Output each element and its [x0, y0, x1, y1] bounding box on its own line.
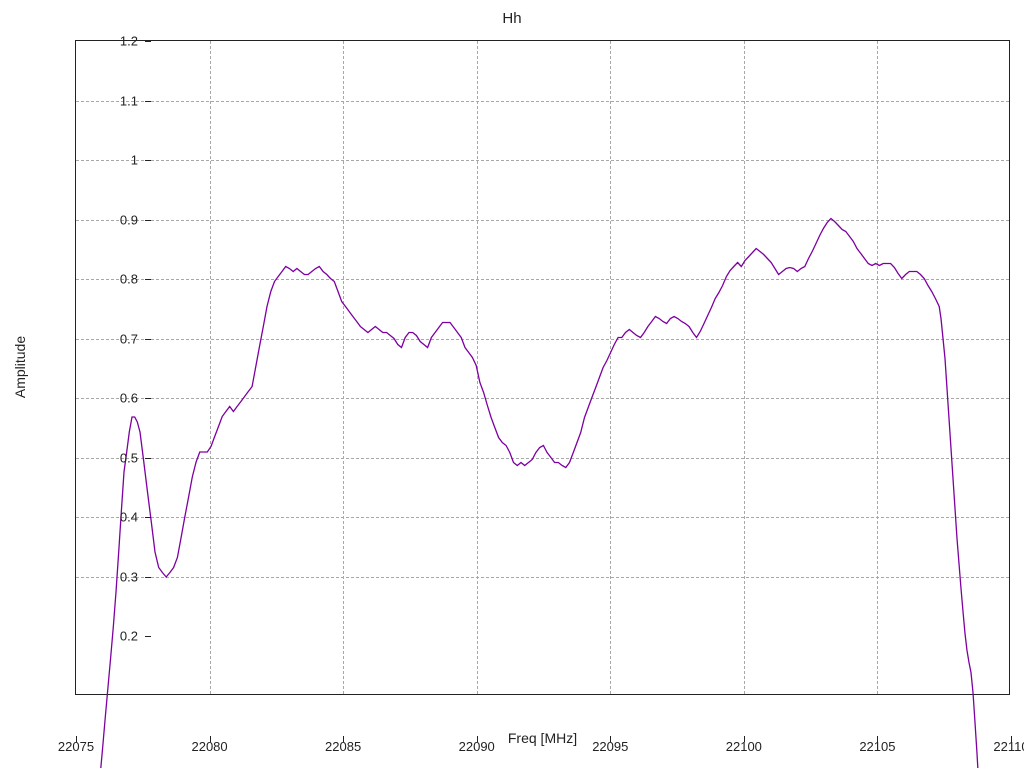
tick-label-y-8: 0.4: [120, 510, 138, 525]
tick-mark-y-0.8: [145, 279, 151, 280]
chart-title: Hh: [0, 10, 1024, 27]
tick-mark-y-0.2: [145, 636, 151, 637]
tick-label-y-2: 1: [131, 153, 138, 168]
tick-label-y-0: 1.2: [120, 34, 138, 49]
tick-label-y-9: 0.3: [120, 569, 138, 584]
tick-mark-y-0.6: [145, 398, 151, 399]
tick-mark-y-0.5: [145, 458, 151, 459]
data-line-svg: [76, 41, 1011, 696]
y-axis-label: Amplitude: [12, 336, 28, 398]
x-axis-label: Freq [MHz]: [75, 730, 1010, 746]
amplitude-data-line: [76, 219, 984, 768]
tick-mark-y-0.9: [145, 220, 151, 221]
chart-container: Hh 22075 22080 22085 22090: [0, 0, 1024, 768]
tick-mark-y-0.4: [145, 517, 151, 518]
tick-label-y-4: 0.8: [120, 272, 138, 287]
tick-label-y-5: 0.7: [120, 331, 138, 346]
tick-label-y-1: 1.1: [120, 93, 138, 108]
tick-label-y-6: 0.6: [120, 391, 138, 406]
tick-mark-y-1.1: [145, 101, 151, 102]
tick-mark-y-1.0: [145, 160, 151, 161]
tick-mark-y-1.2: [145, 41, 151, 42]
tick-mark-y-0.3: [145, 577, 151, 578]
tick-label-y-7: 0.5: [120, 450, 138, 465]
tick-label-y-10: 0.2: [120, 629, 138, 644]
plot-area: 22075 22080 22085 22090 22095 22100 2210…: [75, 40, 1010, 695]
tick-mark-y-0.7: [145, 339, 151, 340]
tick-label-y-3: 0.9: [120, 212, 138, 227]
